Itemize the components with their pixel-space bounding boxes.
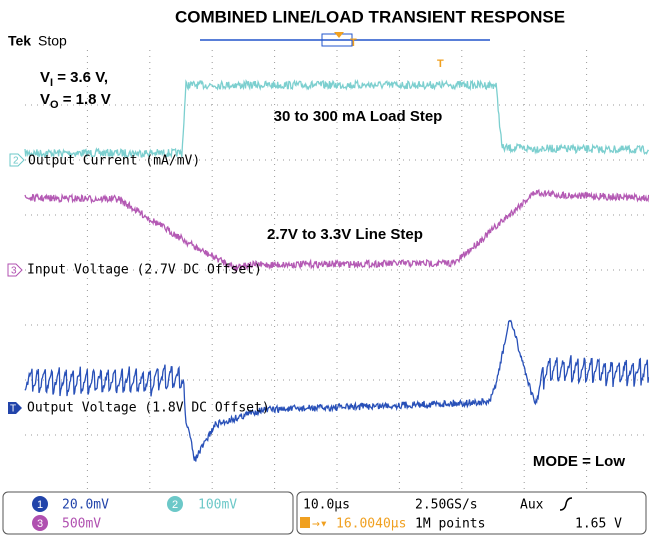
output-current <box>24 78 649 159</box>
line-step: 2.7V to 3.3V Line Step <box>267 226 423 243</box>
channel-box <box>2 491 294 535</box>
delay: 16.0040µs <box>336 517 406 532</box>
waveforms <box>24 78 649 462</box>
title: COMBINED LINE/LOAD TRANSIENT RESPONSE <box>175 7 565 26</box>
edge-icon <box>559 497 573 511</box>
ch1-num: T <box>10 404 16 415</box>
graticule <box>25 50 649 490</box>
ch3-marker <box>7 263 23 277</box>
ch1-label: Output Voltage (1.8V DC Offset) <box>27 401 270 416</box>
ch2-scale: 100mV <box>198 498 237 513</box>
trigger-mark: T <box>350 37 357 49</box>
ch1-badge <box>32 496 48 512</box>
ch3-badge <box>32 515 48 531</box>
vi-label: VI = 3.6 V, <box>40 69 108 89</box>
ch2-num: 2 <box>13 156 19 167</box>
state: Stop <box>38 33 67 49</box>
ch1-scale: 20.0mV <box>62 498 109 513</box>
output-voltage <box>24 319 649 462</box>
ch3-num: 3 <box>11 266 17 277</box>
ch3-num: 3 <box>37 518 43 530</box>
brand: Tek <box>8 33 31 49</box>
timebase: 10.0µs <box>303 498 350 513</box>
ch1-num: 1 <box>37 499 43 511</box>
delay-arrow: →▾ <box>312 517 328 532</box>
ch1-marker <box>8 402 22 414</box>
sample-rate: 2.50GS/s <box>415 498 478 513</box>
trigger-pos: T <box>437 58 444 70</box>
ch2-num: 2 <box>172 499 178 511</box>
timebase-box <box>296 491 647 535</box>
record-length: 1M points <box>415 517 485 532</box>
ch3-label: Input Voltage (2.7V DC Offset) <box>27 263 262 278</box>
ch2-marker <box>9 153 25 167</box>
ch2-badge <box>167 496 183 512</box>
input-voltage <box>24 188 649 273</box>
vo-label: VO = 1.8 V <box>40 91 111 111</box>
delay-icon <box>300 517 310 528</box>
ch3-scale: 500mV <box>62 517 101 532</box>
trigger-pointer <box>334 32 344 38</box>
trigger-level: 1.65 V <box>575 517 622 532</box>
mode: MODE = Low <box>533 453 625 470</box>
load-step: 30 to 300 mA Load Step <box>274 108 443 125</box>
trigger-source: Aux <box>520 498 544 513</box>
ch2-label: Output Current (mA/mV) <box>28 154 200 169</box>
